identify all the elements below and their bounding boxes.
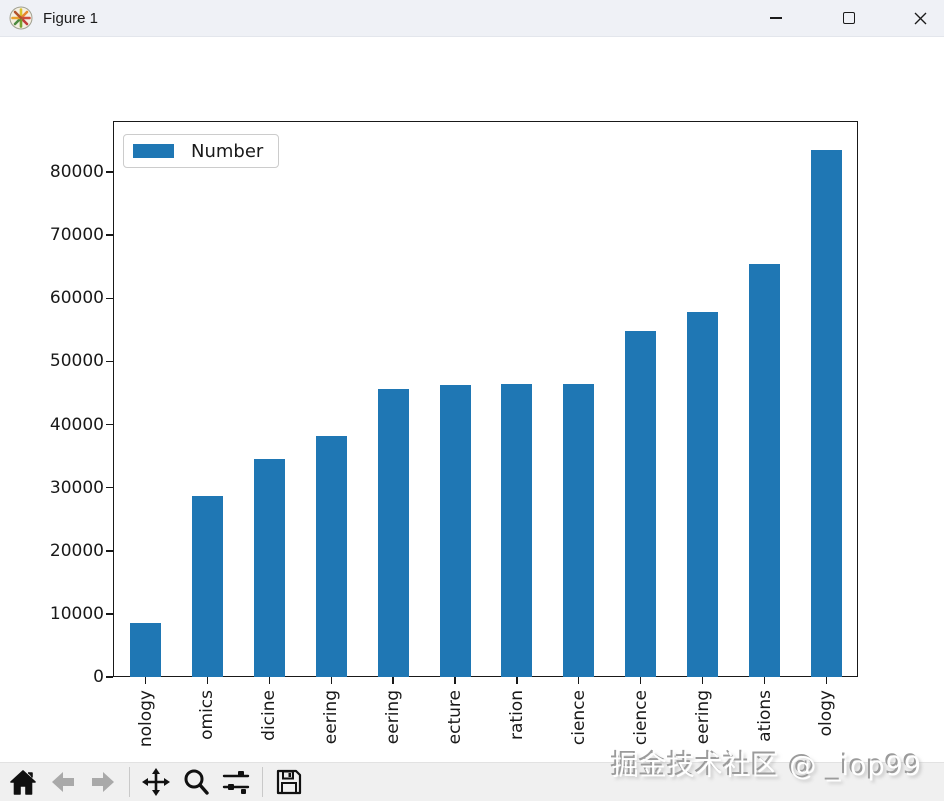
legend-color-patch <box>133 144 174 158</box>
titlebar[interactable]: Figure 1 <box>0 0 944 37</box>
close-button[interactable] <box>897 0 943 36</box>
home-icon <box>10 770 36 795</box>
bar <box>625 331 657 677</box>
back-button[interactable] <box>44 765 82 799</box>
x-axis-tick <box>330 677 332 684</box>
y-axis-tick <box>106 297 113 299</box>
bar <box>563 384 595 677</box>
x-tick-label: eering <box>383 690 404 745</box>
y-tick-label: 0 <box>93 667 104 687</box>
sliders-icon <box>222 771 250 794</box>
y-axis-tick <box>106 486 113 489</box>
configure-subplots-button[interactable] <box>217 765 255 799</box>
bar <box>253 459 285 677</box>
maximize-icon <box>843 12 855 24</box>
y-tick-label: 50000 <box>49 351 104 372</box>
y-tick-label: 80000 <box>49 162 104 182</box>
y-axis-tick <box>106 613 113 615</box>
x-tick-label: eering <box>321 690 342 745</box>
close-icon <box>914 12 926 24</box>
y-tick-label: 10000 <box>49 603 104 624</box>
x-axis-tick <box>763 677 766 684</box>
x-axis-tick <box>144 677 147 684</box>
x-axis-tick <box>392 677 394 684</box>
figure-canvas[interactable]: Number 0 10000 20000 30000 40000 50000 60000 70… <box>0 37 944 762</box>
bar <box>191 495 223 677</box>
maximize-button[interactable] <box>826 0 872 36</box>
home-button[interactable] <box>4 765 42 799</box>
x-tick-label: ology <box>816 690 837 737</box>
toolbar-separator <box>129 767 130 797</box>
bar <box>377 388 409 677</box>
y-tick-label: 20000 <box>49 540 104 561</box>
y-axis-tick <box>106 423 113 426</box>
plot-area: Number <box>113 121 858 677</box>
x-axis-tick <box>825 677 828 684</box>
pan-button[interactable] <box>137 765 175 799</box>
minimize-button[interactable] <box>753 0 799 36</box>
x-tick-label: cience <box>568 690 589 746</box>
forward-button[interactable] <box>84 765 122 799</box>
forward-arrow-icon <box>92 772 114 792</box>
bar <box>687 311 719 677</box>
y-axis-tick <box>106 234 113 236</box>
x-tick-label: cience <box>630 690 651 746</box>
bar <box>130 623 161 677</box>
window-title: Figure 1 <box>43 9 99 27</box>
navigation-toolbar <box>0 762 944 801</box>
bar <box>749 264 780 677</box>
chart-layer: 0 10000 20000 30000 40000 50000 60000 70000 8000… <box>0 37 944 762</box>
x-tick-label: nology <box>135 690 156 748</box>
x-axis-tick <box>516 677 518 684</box>
zoom-button[interactable] <box>177 765 215 799</box>
bar <box>315 436 347 677</box>
save-floppy-icon <box>276 769 302 795</box>
y-tick-label: 40000 <box>49 414 104 435</box>
y-axis-tick <box>106 676 113 678</box>
bar <box>439 385 471 677</box>
y-axis-tick <box>106 360 113 363</box>
toolbar-separator <box>262 767 263 797</box>
bar <box>501 384 533 677</box>
back-arrow-icon <box>52 772 74 792</box>
y-tick-label: 60000 <box>49 288 104 309</box>
zoom-magnifier-icon <box>184 769 209 795</box>
y-tick-label: 30000 <box>49 477 104 498</box>
minimize-icon <box>770 17 782 19</box>
x-tick-label: ration <box>506 690 527 740</box>
save-button[interactable] <box>270 765 308 799</box>
matplotlib-logo-icon[interactable] <box>9 6 33 30</box>
chart-legend: Number <box>123 134 280 168</box>
x-axis-tick <box>268 677 270 684</box>
x-tick-label: dicine <box>259 690 280 741</box>
x-axis-tick <box>578 677 580 684</box>
x-axis-tick <box>640 677 642 684</box>
y-axis-tick <box>106 550 113 552</box>
x-tick-label: omics <box>197 690 218 740</box>
x-axis-tick <box>701 677 704 684</box>
x-axis-tick <box>206 677 209 684</box>
pan-arrows-icon <box>142 768 170 796</box>
x-axis-tick <box>454 677 456 684</box>
bar <box>810 149 842 677</box>
y-axis-tick <box>106 171 113 173</box>
x-tick-label: ations <box>754 690 775 742</box>
legend-label: Number <box>191 140 264 162</box>
y-tick-label: 70000 <box>49 225 104 246</box>
x-tick-label: ecture <box>445 690 465 745</box>
x-tick-label: eering <box>692 690 713 745</box>
